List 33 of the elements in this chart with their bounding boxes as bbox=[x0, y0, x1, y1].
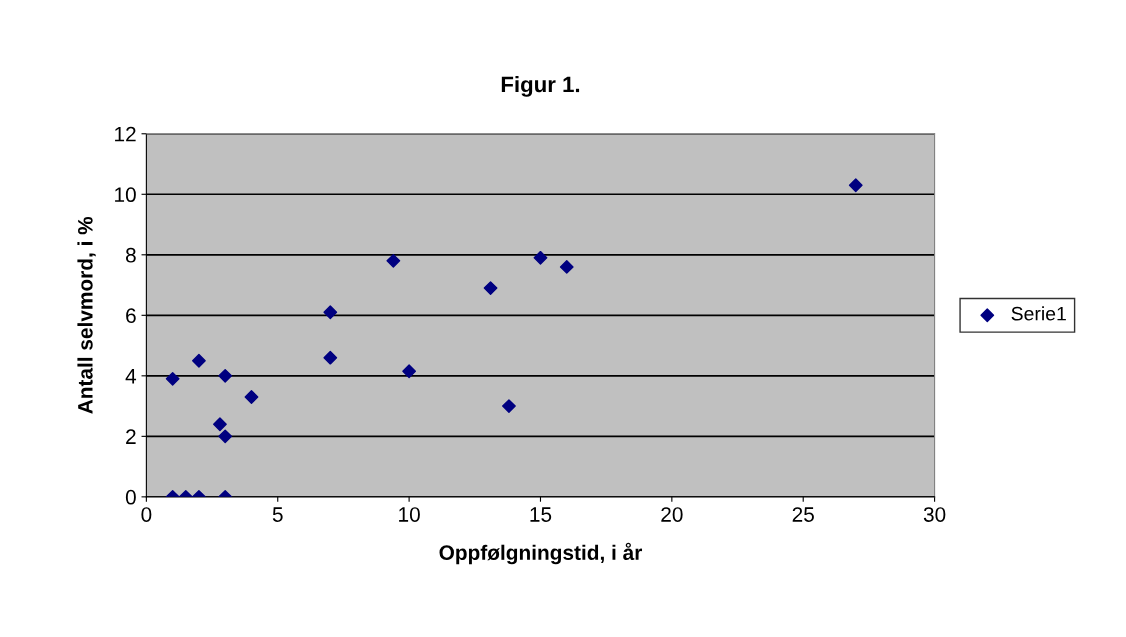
x-tick-label: 30 bbox=[923, 507, 946, 522]
point bbox=[165, 371, 180, 386]
point bbox=[559, 259, 574, 274]
y-tick-label: 2 bbox=[126, 429, 136, 444]
y-tick-label: 12 bbox=[115, 126, 136, 142]
legend-label: Serie1 bbox=[1011, 306, 1066, 321]
point bbox=[848, 178, 863, 193]
point bbox=[218, 429, 233, 444]
x-tick-label: 25 bbox=[792, 507, 814, 522]
x-tick-label: 20 bbox=[661, 507, 683, 522]
point bbox=[213, 417, 227, 432]
x-tick-label: 10 bbox=[399, 507, 420, 522]
x-tick-label: 15 bbox=[530, 507, 552, 522]
y-tick-label: 4 bbox=[125, 369, 137, 384]
y-tick-label: 0 bbox=[125, 489, 136, 505]
chart-title: Figur 1. bbox=[501, 76, 580, 97]
point bbox=[244, 390, 259, 404]
y-tick-label: 6 bbox=[126, 308, 136, 324]
point bbox=[192, 353, 206, 368]
point bbox=[323, 305, 338, 320]
x-axis-title: Oppfølgningstid, i år bbox=[439, 542, 643, 565]
point bbox=[483, 281, 498, 295]
y-axis-title: Antall selvmord, i % bbox=[77, 216, 96, 414]
point bbox=[502, 399, 516, 413]
x-tick-label: 0 bbox=[141, 507, 152, 522]
y-tick-label: 8 bbox=[125, 247, 136, 263]
x-tick-label: 5 bbox=[272, 507, 283, 522]
point bbox=[402, 364, 417, 379]
point bbox=[218, 368, 233, 383]
point bbox=[533, 250, 548, 265]
point bbox=[323, 350, 338, 365]
y-tick-label: 10 bbox=[115, 187, 136, 203]
point bbox=[386, 253, 401, 268]
